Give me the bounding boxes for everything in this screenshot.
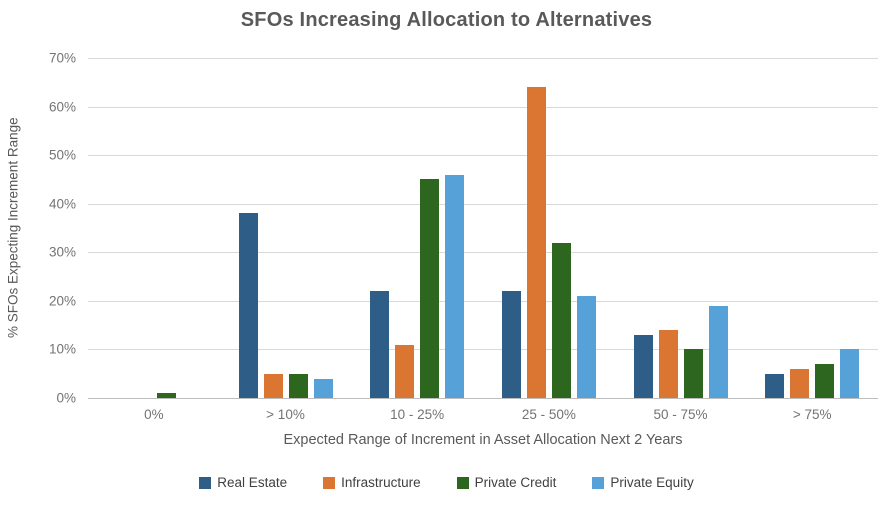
gridline-30 xyxy=(88,252,878,254)
gridline-10 xyxy=(88,349,878,351)
x-tick-label-5: > 75% xyxy=(792,407,832,422)
x-tick-label-3: 25 - 50% xyxy=(521,407,576,422)
legend-item: Real Estate xyxy=(199,475,287,490)
bar xyxy=(576,296,596,398)
gridline-50 xyxy=(88,155,878,157)
x-tick-label-4: 50 - 75% xyxy=(653,407,708,422)
plot-area xyxy=(88,58,878,399)
bar xyxy=(238,213,258,398)
y-tick-label-30: 30% xyxy=(48,244,76,260)
x-tick-label-2: 10 - 25% xyxy=(390,407,445,422)
y-tick-label-60: 60% xyxy=(48,99,76,115)
legend-label: Infrastructure xyxy=(341,475,421,490)
x-axis-title: Expected Range of Increment in Asset All… xyxy=(283,432,683,448)
gridline-70 xyxy=(88,58,878,59)
x-axis-labels: 0% > 10% 10 - 25% 25 - 50% 50 - 75% > 75% xyxy=(88,407,878,422)
legend-label: Private Equity xyxy=(610,475,694,490)
chart-body: % SFOs Expecting Increment Range 0% 10% 20… xyxy=(0,51,893,406)
bar xyxy=(263,373,283,398)
gridline-60 xyxy=(88,106,878,108)
gridline-40 xyxy=(88,203,878,205)
legend-item: Infrastructure xyxy=(323,475,421,490)
bar xyxy=(708,305,728,398)
y-axis-title: % SFOs Expecting Increment Range xyxy=(5,117,21,339)
x-tick-label-1: > 10% xyxy=(266,407,305,422)
bar xyxy=(526,87,546,398)
y-tick-label-20: 20% xyxy=(48,293,76,309)
bar-group-2 xyxy=(351,58,483,398)
y-axis-ticks: 0% 10% 20% 30% 40% 50% 60% 70% xyxy=(26,51,76,406)
bar xyxy=(790,368,810,398)
legend-swatch-icon xyxy=(199,476,212,489)
bar-groups xyxy=(88,58,878,398)
legend-swatch-icon xyxy=(592,476,605,489)
legend-item: Private Credit xyxy=(456,475,557,490)
bar xyxy=(658,330,678,398)
legend-label: Real Estate xyxy=(217,475,288,490)
bar xyxy=(370,291,390,398)
legend-swatch-icon xyxy=(323,476,336,489)
bar xyxy=(765,373,785,398)
legend: Real Estate Infrastructure Private Credit P… xyxy=(0,475,893,490)
bar xyxy=(420,179,440,398)
y-tick-label-10: 10% xyxy=(48,341,76,357)
bar xyxy=(551,242,571,398)
legend-swatch-icon xyxy=(456,476,469,489)
bar xyxy=(288,373,308,398)
bar xyxy=(501,291,521,398)
bar xyxy=(633,334,653,398)
legend-label: Private Credit xyxy=(474,475,557,490)
bar-group-4 xyxy=(615,58,747,398)
bar xyxy=(840,349,860,398)
bar xyxy=(156,393,176,398)
bar-group-0 xyxy=(88,58,220,398)
bar xyxy=(683,349,703,398)
bar-group-5 xyxy=(746,58,878,398)
bar xyxy=(815,364,835,398)
y-tick-label-50: 50% xyxy=(48,147,76,163)
bar-group-3 xyxy=(483,58,615,398)
gridline-20 xyxy=(88,300,878,302)
x-axis-line xyxy=(88,398,878,399)
y-tick-label-70: 70% xyxy=(48,50,76,66)
y-tick-label-40: 40% xyxy=(48,196,76,212)
x-tick-label-0: 0% xyxy=(144,407,164,422)
bar xyxy=(313,378,333,398)
bar-group-1 xyxy=(220,58,352,398)
legend-item: Private Equity xyxy=(592,475,694,490)
bar xyxy=(445,174,465,398)
chart-title: SFOs Increasing Allocation to Alternativ… xyxy=(240,9,653,31)
bar xyxy=(395,344,415,398)
y-tick-label-0: 0% xyxy=(56,390,76,406)
